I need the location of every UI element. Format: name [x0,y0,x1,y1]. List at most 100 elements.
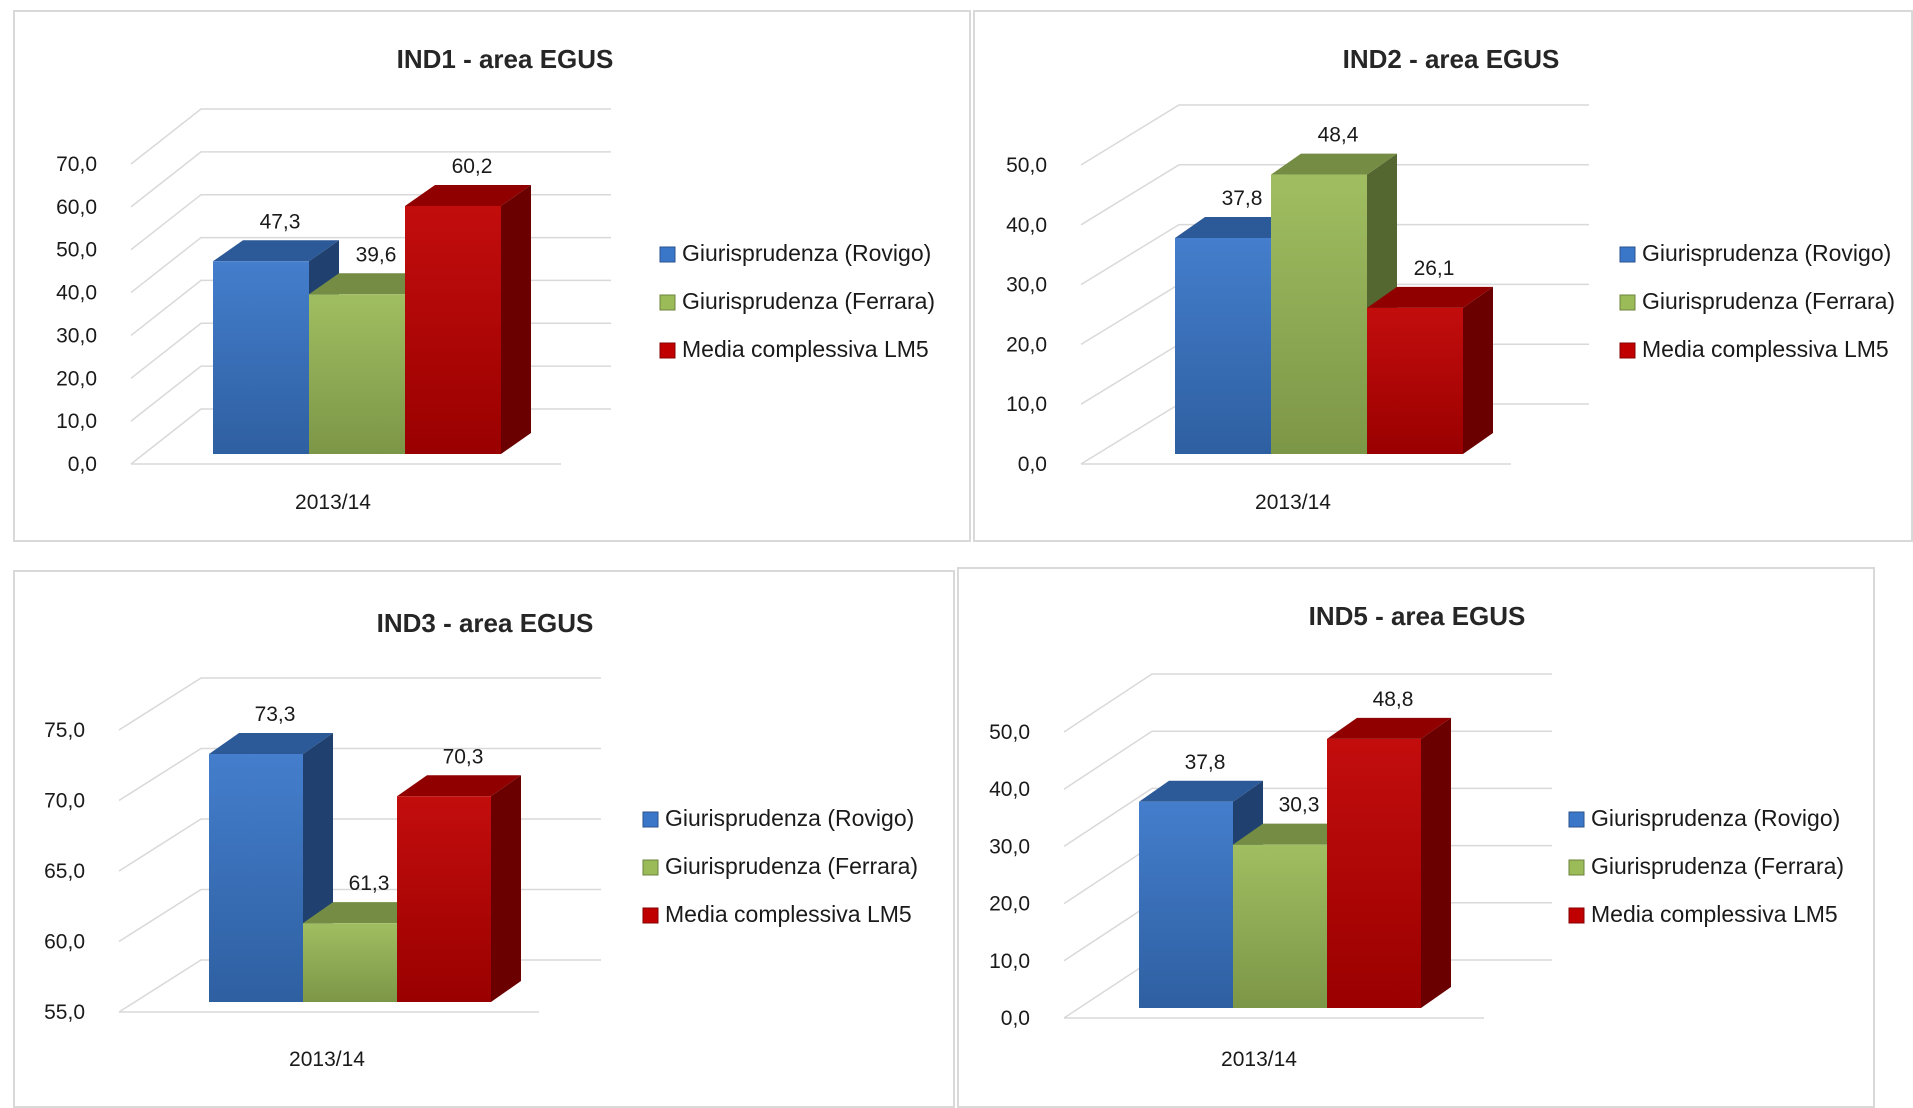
legend-label: Giurisprudenza (Ferrara) [1642,288,1895,314]
chart-panel-ind1: IND1 - area EGUS 0,0 10,0 20,0 30,0 40,0 50,0 6… [13,10,971,542]
x-category-label: 2013/14 [1255,491,1331,514]
legend-item-rovigo: Giurisprudenza (Rovigo) [1568,805,1840,831]
legend-label: Giurisprudenza (Ferrara) [682,288,935,314]
y-tick-label: 0,0 [1001,1007,1030,1030]
legend: Giurisprudenza (Rovigo) Giurisprudenza (F… [642,805,918,927]
legend-item-ferrara: Giurisprudenza (Ferrara) [1568,853,1844,879]
data-label-rovigo: 47,3 [260,210,301,233]
bar-lm5 [397,775,521,1002]
legend-label: Giurisprudenza (Rovigo) [1591,805,1840,831]
x-category-label: 2013/14 [1221,1048,1297,1071]
y-tick-label: 20,0 [989,893,1030,916]
legend-item-ferrara: Giurisprudenza (Ferrara) [1619,288,1895,314]
gridline [118,747,601,802]
legend-swatch [1619,294,1636,311]
data-label-rovigo: 37,8 [1222,187,1263,210]
legend-item-lm5: Media complessiva LM5 [642,901,912,927]
legend-label: Giurisprudenza (Rovigo) [682,240,931,266]
chart-panel-ind3: IND3 - area EGUS 55,0 60,0 65,0 70,0 75,0 73,3… [13,570,955,1108]
y-tick-label: 65,0 [44,860,85,883]
legend-label: Media complessiva LM5 [1642,336,1889,362]
legend-label: Media complessiva LM5 [682,336,929,362]
chart-title: IND2 - area EGUS [1343,44,1560,74]
x-category-label: 2013/14 [289,1048,365,1071]
gridline [1080,223,1589,286]
legend-item-ferrara: Giurisprudenza (Ferrara) [642,853,918,879]
y-tick-label: 50,0 [56,239,97,262]
y-tick-label: 50,0 [1006,154,1047,177]
chart-ind1: IND1 - area EGUS 0,0 10,0 20,0 30,0 40,0 50,0 6… [56,44,935,514]
y-tick-label: 10,0 [1006,393,1047,416]
bar-lm5 [405,185,531,454]
legend-swatch [642,811,659,828]
y-tick-label: 20,0 [56,367,97,390]
legend-swatch [642,859,659,876]
y-tick-label: 40,0 [56,282,97,305]
y-tick-label: 10,0 [56,410,97,433]
legend-label: Media complessiva LM5 [665,901,912,927]
chart-ind3: IND3 - area EGUS 55,0 60,0 65,0 70,0 75,0 73,3… [44,608,918,1071]
y-tick-label: 30,0 [1006,274,1047,297]
legend-swatch [642,907,659,924]
chart-title: IND1 - area EGUS [397,44,614,74]
gridline [118,677,601,731]
legend-item-ferrara: Giurisprudenza (Ferrara) [659,288,935,314]
gridline [1080,104,1589,166]
y-tick-label: 50,0 [989,721,1030,744]
legend-item-lm5: Media complessiva LM5 [659,336,929,362]
data-label-rovigo: 73,3 [255,703,296,726]
y-tick-label: 0,0 [68,453,97,476]
y-tick-label: 60,0 [44,931,85,954]
chart-panel-ind2: IND2 - area EGUS 0,0 10,0 20,0 30,0 40,0 50,0 3… [973,10,1913,542]
chart-ind2: IND2 - area EGUS 0,0 10,0 20,0 30,0 40,0 50,0 3… [1006,44,1895,514]
data-label-rovigo: 37,8 [1185,751,1226,774]
gridline [130,193,611,251]
data-label-lm5: 48,8 [1373,688,1414,711]
y-tick-label: 30,0 [56,324,97,347]
y-tick-label: 60,0 [56,196,97,219]
data-label-ferrara: 30,3 [1279,794,1320,817]
legend: Giurisprudenza (Rovigo) Giurisprudenza (F… [1619,240,1895,362]
gridline [130,108,611,165]
y-tick-label: 0,0 [1018,453,1047,476]
legend-swatch [1568,811,1585,828]
gridline [1080,164,1589,226]
chart-panel-ind5: IND5 - area EGUS 0,0 10,0 20,0 30,0 40,0 50,0 3… [957,567,1875,1108]
legend-swatch [659,342,676,359]
legend-swatch [1568,859,1585,876]
legend-item-lm5: Media complessiva LM5 [1568,901,1838,927]
legend: Giurisprudenza (Rovigo) Giurisprudenza (F… [659,240,935,362]
y-tick-label: 40,0 [1006,214,1047,237]
legend-label: Giurisprudenza (Ferrara) [1591,853,1844,879]
legend-swatch [1568,907,1585,924]
legend-label: Giurisprudenza (Rovigo) [1642,240,1891,266]
legend-item-rovigo: Giurisprudenza (Rovigo) [659,240,931,266]
gridline [118,818,601,872]
legend-item-lm5: Media complessiva LM5 [1619,336,1889,362]
legend-swatch [1619,246,1636,263]
data-label-lm5: 60,2 [452,155,493,178]
y-tick-label: 70,0 [56,153,97,176]
y-tick-label: 75,0 [44,719,85,742]
data-label-lm5: 26,1 [1414,257,1455,280]
y-tick-label: 70,0 [44,790,85,813]
chart-title: IND3 - area EGUS [377,608,594,638]
data-label-ferrara: 39,6 [356,243,397,266]
chart-ind5: IND5 - area EGUS 0,0 10,0 20,0 30,0 40,0 50,0 3… [989,601,1844,1071]
y-tick-label: 30,0 [989,835,1030,858]
legend-label: Giurisprudenza (Rovigo) [665,805,914,831]
data-label-lm5: 70,3 [443,745,484,768]
y-tick-label: 40,0 [989,778,1030,801]
gridline [130,151,611,208]
y-tick-label: 20,0 [1006,333,1047,356]
bar-lm5 [1367,286,1493,454]
y-tick-label: 10,0 [989,950,1030,973]
bar-lm5 [1327,717,1451,1008]
legend-label: Giurisprudenza (Ferrara) [665,853,918,879]
legend-swatch [1619,342,1636,359]
y-tick-label: 55,0 [44,1001,85,1024]
data-label-ferrara: 48,4 [1318,124,1359,147]
gridline [1063,730,1552,790]
chart-title: IND5 - area EGUS [1309,601,1526,631]
data-label-ferrara: 61,3 [349,872,390,895]
